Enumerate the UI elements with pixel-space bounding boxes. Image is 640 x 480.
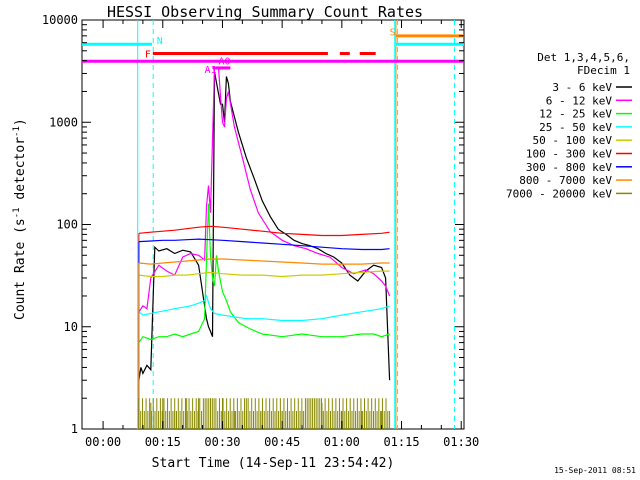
legend-entry-label: 25 - 50 keV bbox=[539, 121, 612, 134]
flag-bar: S bbox=[390, 28, 464, 39]
series-line bbox=[138, 203, 390, 343]
y-axis-label-superscript: -1 bbox=[12, 207, 22, 218]
y-axis: 1 10 100 1000 10000 bbox=[42, 13, 464, 436]
chart-title: HESSI Observing Summary Count Rates bbox=[107, 3, 423, 21]
legend-entry-label: 100 - 300 keV bbox=[526, 148, 612, 161]
flag-bar: A0 bbox=[215, 57, 231, 70]
x-tick-label: 00:30 bbox=[204, 435, 240, 449]
y-tick-label: 10 bbox=[64, 320, 78, 334]
x-tick-label: 01:30 bbox=[443, 435, 479, 449]
legend-entry-label: 300 - 800 keV bbox=[526, 161, 612, 174]
flag-bar: N bbox=[82, 36, 464, 47]
series-line bbox=[138, 225, 390, 237]
flag-label: A1 bbox=[205, 65, 217, 76]
series-group bbox=[138, 398, 391, 429]
y-axis-label-part: ) bbox=[13, 118, 28, 126]
series-line bbox=[138, 238, 390, 251]
x-tick-label: 01:00 bbox=[324, 435, 360, 449]
legend-header-line: FDecim 1 bbox=[577, 64, 630, 77]
legend-entry-label: 7000 - 20000 keV bbox=[506, 187, 612, 200]
y-axis-label: Count Rate (s-1 detector-1) bbox=[12, 118, 28, 320]
legend-entry-label: 50 - 100 keV bbox=[533, 134, 613, 147]
series-line bbox=[138, 258, 390, 265]
y-axis-label-superscript: -1 bbox=[12, 126, 22, 137]
legend-entry-label: 3 - 6 keV bbox=[552, 81, 612, 94]
flag-bar: F bbox=[145, 50, 376, 61]
y-axis-label-part: Count Rate (s bbox=[13, 218, 28, 320]
series-line bbox=[138, 294, 390, 322]
legend-entry-label: 800 - 7000 keV bbox=[519, 174, 612, 187]
flag-label: F bbox=[145, 50, 151, 61]
y-axis-label-part: detector bbox=[13, 137, 28, 208]
x-axis: 00:00 00:15 00:30 00:45 01:00 01:15 01:30 bbox=[85, 20, 479, 449]
y-tick-label: 1000 bbox=[49, 115, 78, 129]
series-line bbox=[138, 270, 390, 278]
y-tick-label: 10000 bbox=[42, 13, 78, 27]
legend-entry-label: 6 - 12 keV bbox=[546, 94, 613, 107]
legend-header-line: Det 1,3,4,5,6, bbox=[537, 51, 630, 64]
x-tick-label: 00:45 bbox=[264, 435, 300, 449]
x-tick-label: 00:15 bbox=[145, 435, 181, 449]
series-line bbox=[138, 67, 391, 313]
x-axis-label: Start Time (14-Sep-11 23:54:42) bbox=[152, 456, 395, 471]
timestamp: 15-Sep-2011 08:51 bbox=[554, 466, 636, 475]
y-tick-label: 100 bbox=[56, 218, 78, 232]
series-line bbox=[138, 71, 391, 381]
flag-label: A0 bbox=[218, 57, 230, 68]
flag-label: N bbox=[157, 36, 163, 47]
legend-entry-label: 12 - 25 keV bbox=[539, 108, 612, 121]
flag-bar: A1 bbox=[205, 65, 217, 76]
x-tick-label: 01:15 bbox=[383, 435, 419, 449]
flag-label: S bbox=[390, 28, 396, 39]
series-layer bbox=[138, 67, 391, 429]
y-tick-label: 1 bbox=[71, 422, 78, 436]
attenuator-markers bbox=[137, 20, 455, 429]
x-tick-label: 00:00 bbox=[85, 435, 121, 449]
